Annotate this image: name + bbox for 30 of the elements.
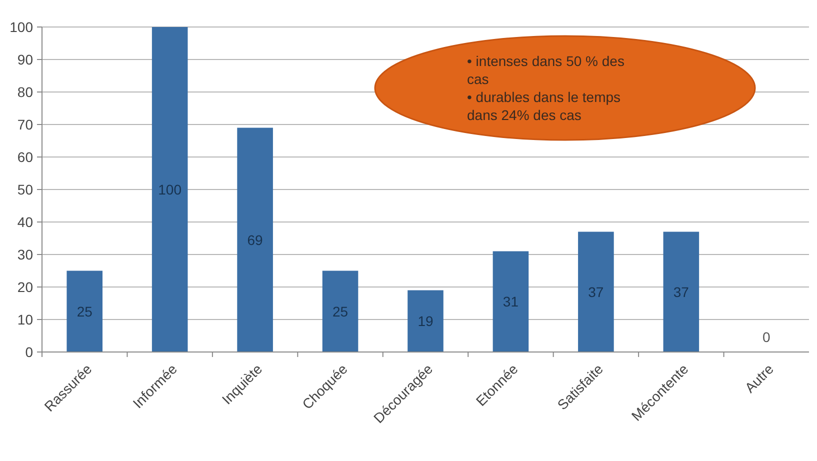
data-label: 37 [588, 284, 604, 300]
bar [66, 270, 103, 352]
y-tick-label: 20 [17, 279, 34, 295]
data-label: 31 [502, 294, 519, 310]
bar [322, 270, 358, 352]
y-tick-label: 40 [17, 214, 34, 230]
bar [492, 251, 529, 352]
annotation: • intenses dans 50 % des cas [467, 53, 624, 87]
data-label: 0 [762, 329, 770, 345]
y-tick-label: 10 [17, 312, 34, 328]
data-label: 37 [673, 284, 690, 300]
bar [237, 128, 273, 352]
y-tick-label: 100 [10, 19, 34, 35]
data-label: 25 [332, 303, 348, 320]
data-label: 25 [76, 303, 93, 320]
data-label: 100 [158, 182, 182, 198]
data-label: 19 [418, 313, 434, 330]
y-tick-label: 70 [17, 116, 34, 132]
bar [152, 27, 188, 352]
y-tick-label: 50 [17, 182, 34, 198]
annotation: • durables dans le temps dans 24% des cas [467, 89, 621, 123]
y-tick-label: 90 [17, 52, 34, 68]
y-tick-label: 80 [17, 84, 34, 100]
y-tick-label: 30 [17, 246, 34, 262]
bar [578, 232, 614, 352]
bar [408, 290, 444, 352]
y-tick-label: 60 [17, 149, 34, 165]
bar [663, 232, 700, 352]
data-label: 69 [247, 232, 264, 248]
y-tick-label: 0 [25, 344, 34, 360]
